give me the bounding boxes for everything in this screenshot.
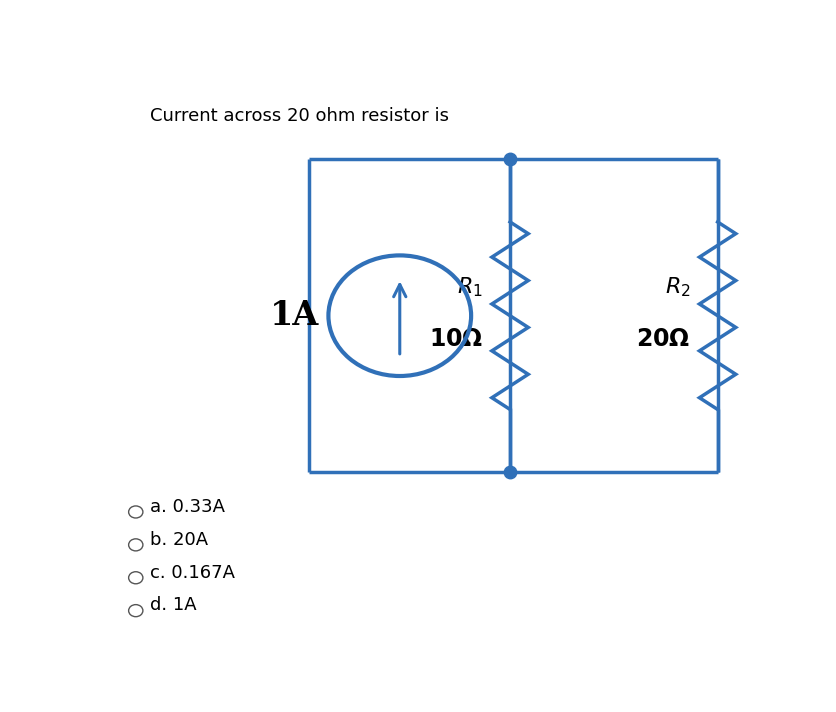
Text: b. 20A: b. 20A (150, 530, 208, 549)
Text: c. 0.167A: c. 0.167A (150, 564, 235, 582)
Text: $\mathbf{20\Omega}$: $\mathbf{20\Omega}$ (635, 327, 690, 351)
Text: $\mathbf{10\Omega}$: $\mathbf{10\Omega}$ (428, 327, 482, 351)
Text: $R_2$: $R_2$ (664, 276, 690, 299)
Text: a. 0.33A: a. 0.33A (150, 498, 225, 515)
Text: d. 1A: d. 1A (150, 597, 196, 614)
Text: 1A: 1A (269, 299, 319, 333)
Text: Current across 20 ohm resistor is: Current across 20 ohm resistor is (150, 108, 448, 125)
Text: $R_1$: $R_1$ (456, 276, 482, 299)
